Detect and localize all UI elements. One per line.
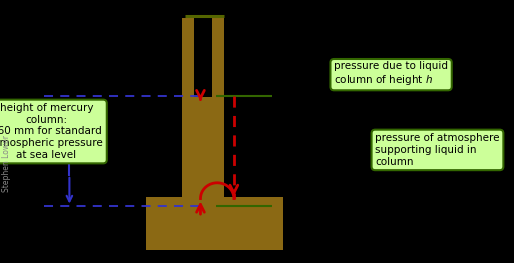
Bar xyxy=(182,18,194,200)
Bar xyxy=(194,97,212,200)
Text: pressure due to liquid
column of height $h$: pressure due to liquid column of height … xyxy=(334,61,448,87)
Text: Stephen Lower: Stephen Lower xyxy=(2,135,11,191)
Text: height of mercury
column:
760 mm for standard
atmospheric pressure
at sea level: height of mercury column: 760 mm for sta… xyxy=(0,103,103,160)
Bar xyxy=(194,18,212,97)
Bar xyxy=(212,18,224,200)
Text: pressure of atmosphere
supporting liquid in
column: pressure of atmosphere supporting liquid… xyxy=(375,133,500,166)
Bar xyxy=(146,197,283,250)
